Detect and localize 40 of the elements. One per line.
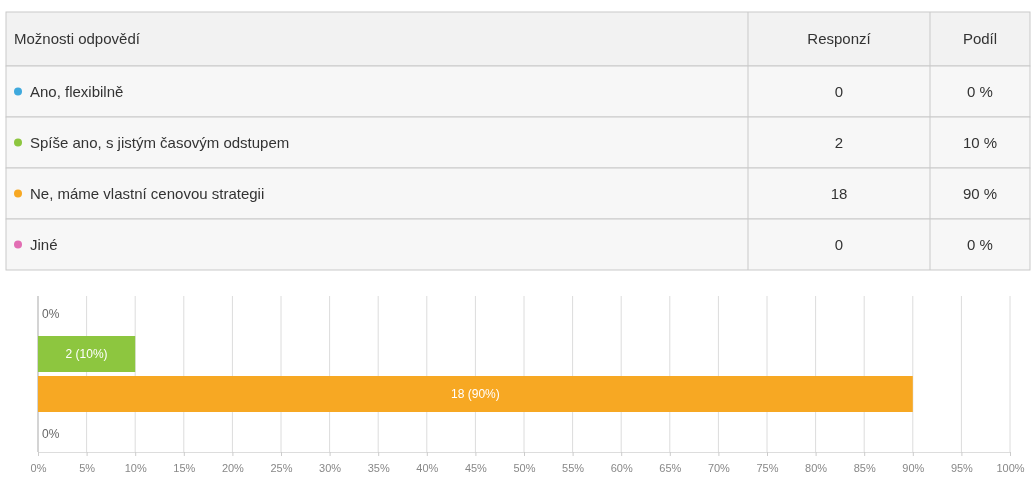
text: 90 % xyxy=(962,184,998,202)
x-tick-label: 5% xyxy=(79,462,96,475)
x-tick-label: 70% xyxy=(707,462,731,475)
x-tick-label: 90% xyxy=(902,462,925,475)
x-tick-label: 80% xyxy=(805,462,828,475)
text: Ano, flexibilně xyxy=(30,82,124,100)
x-tick-label: 85% xyxy=(853,462,876,475)
data-label: 0% xyxy=(42,307,60,321)
x-tick-label: 55% xyxy=(562,462,585,475)
x-tick-label: 60% xyxy=(610,462,633,475)
data-label: 0% xyxy=(42,427,60,441)
text: Podíl xyxy=(962,30,998,47)
x-tick-label: 50% xyxy=(513,462,536,475)
x-tick-label: 20% xyxy=(221,462,245,475)
x-tick-label: 100% xyxy=(996,462,1025,475)
x-tick-label: 30% xyxy=(319,462,342,475)
x-tick-label: 75% xyxy=(756,462,779,475)
text: 10 % xyxy=(962,133,998,151)
text: Jiné xyxy=(30,235,58,253)
x-tick-label: 40% xyxy=(416,462,439,475)
text: 0 % xyxy=(967,82,993,100)
x-tick-label: 35% xyxy=(367,462,390,475)
text: 0 xyxy=(834,235,844,253)
x-tick-label: 45% xyxy=(464,462,488,475)
x-tick-label: 15% xyxy=(173,462,196,475)
data-label: 18 (90%) xyxy=(451,387,500,401)
x-tick-label: 95% xyxy=(950,462,974,475)
x-tick-label: 0% xyxy=(30,462,47,475)
text: Ne, máme vlastní cenovou strategii xyxy=(30,184,265,202)
x-tick-label: 10% xyxy=(124,462,147,475)
text: 0 % xyxy=(967,235,993,253)
data-label: 2 (10%) xyxy=(65,347,108,361)
text: Spíše ano, s jistým časovým odstupem xyxy=(30,133,290,151)
text: 2 xyxy=(834,133,844,151)
text: Možnosti odpovědí xyxy=(14,30,141,47)
text: 18 xyxy=(830,184,848,202)
x-tick-label: 65% xyxy=(659,462,682,475)
text: Responzí xyxy=(807,30,872,47)
text: 0 xyxy=(834,82,844,100)
x-tick-label: 25% xyxy=(270,462,293,475)
